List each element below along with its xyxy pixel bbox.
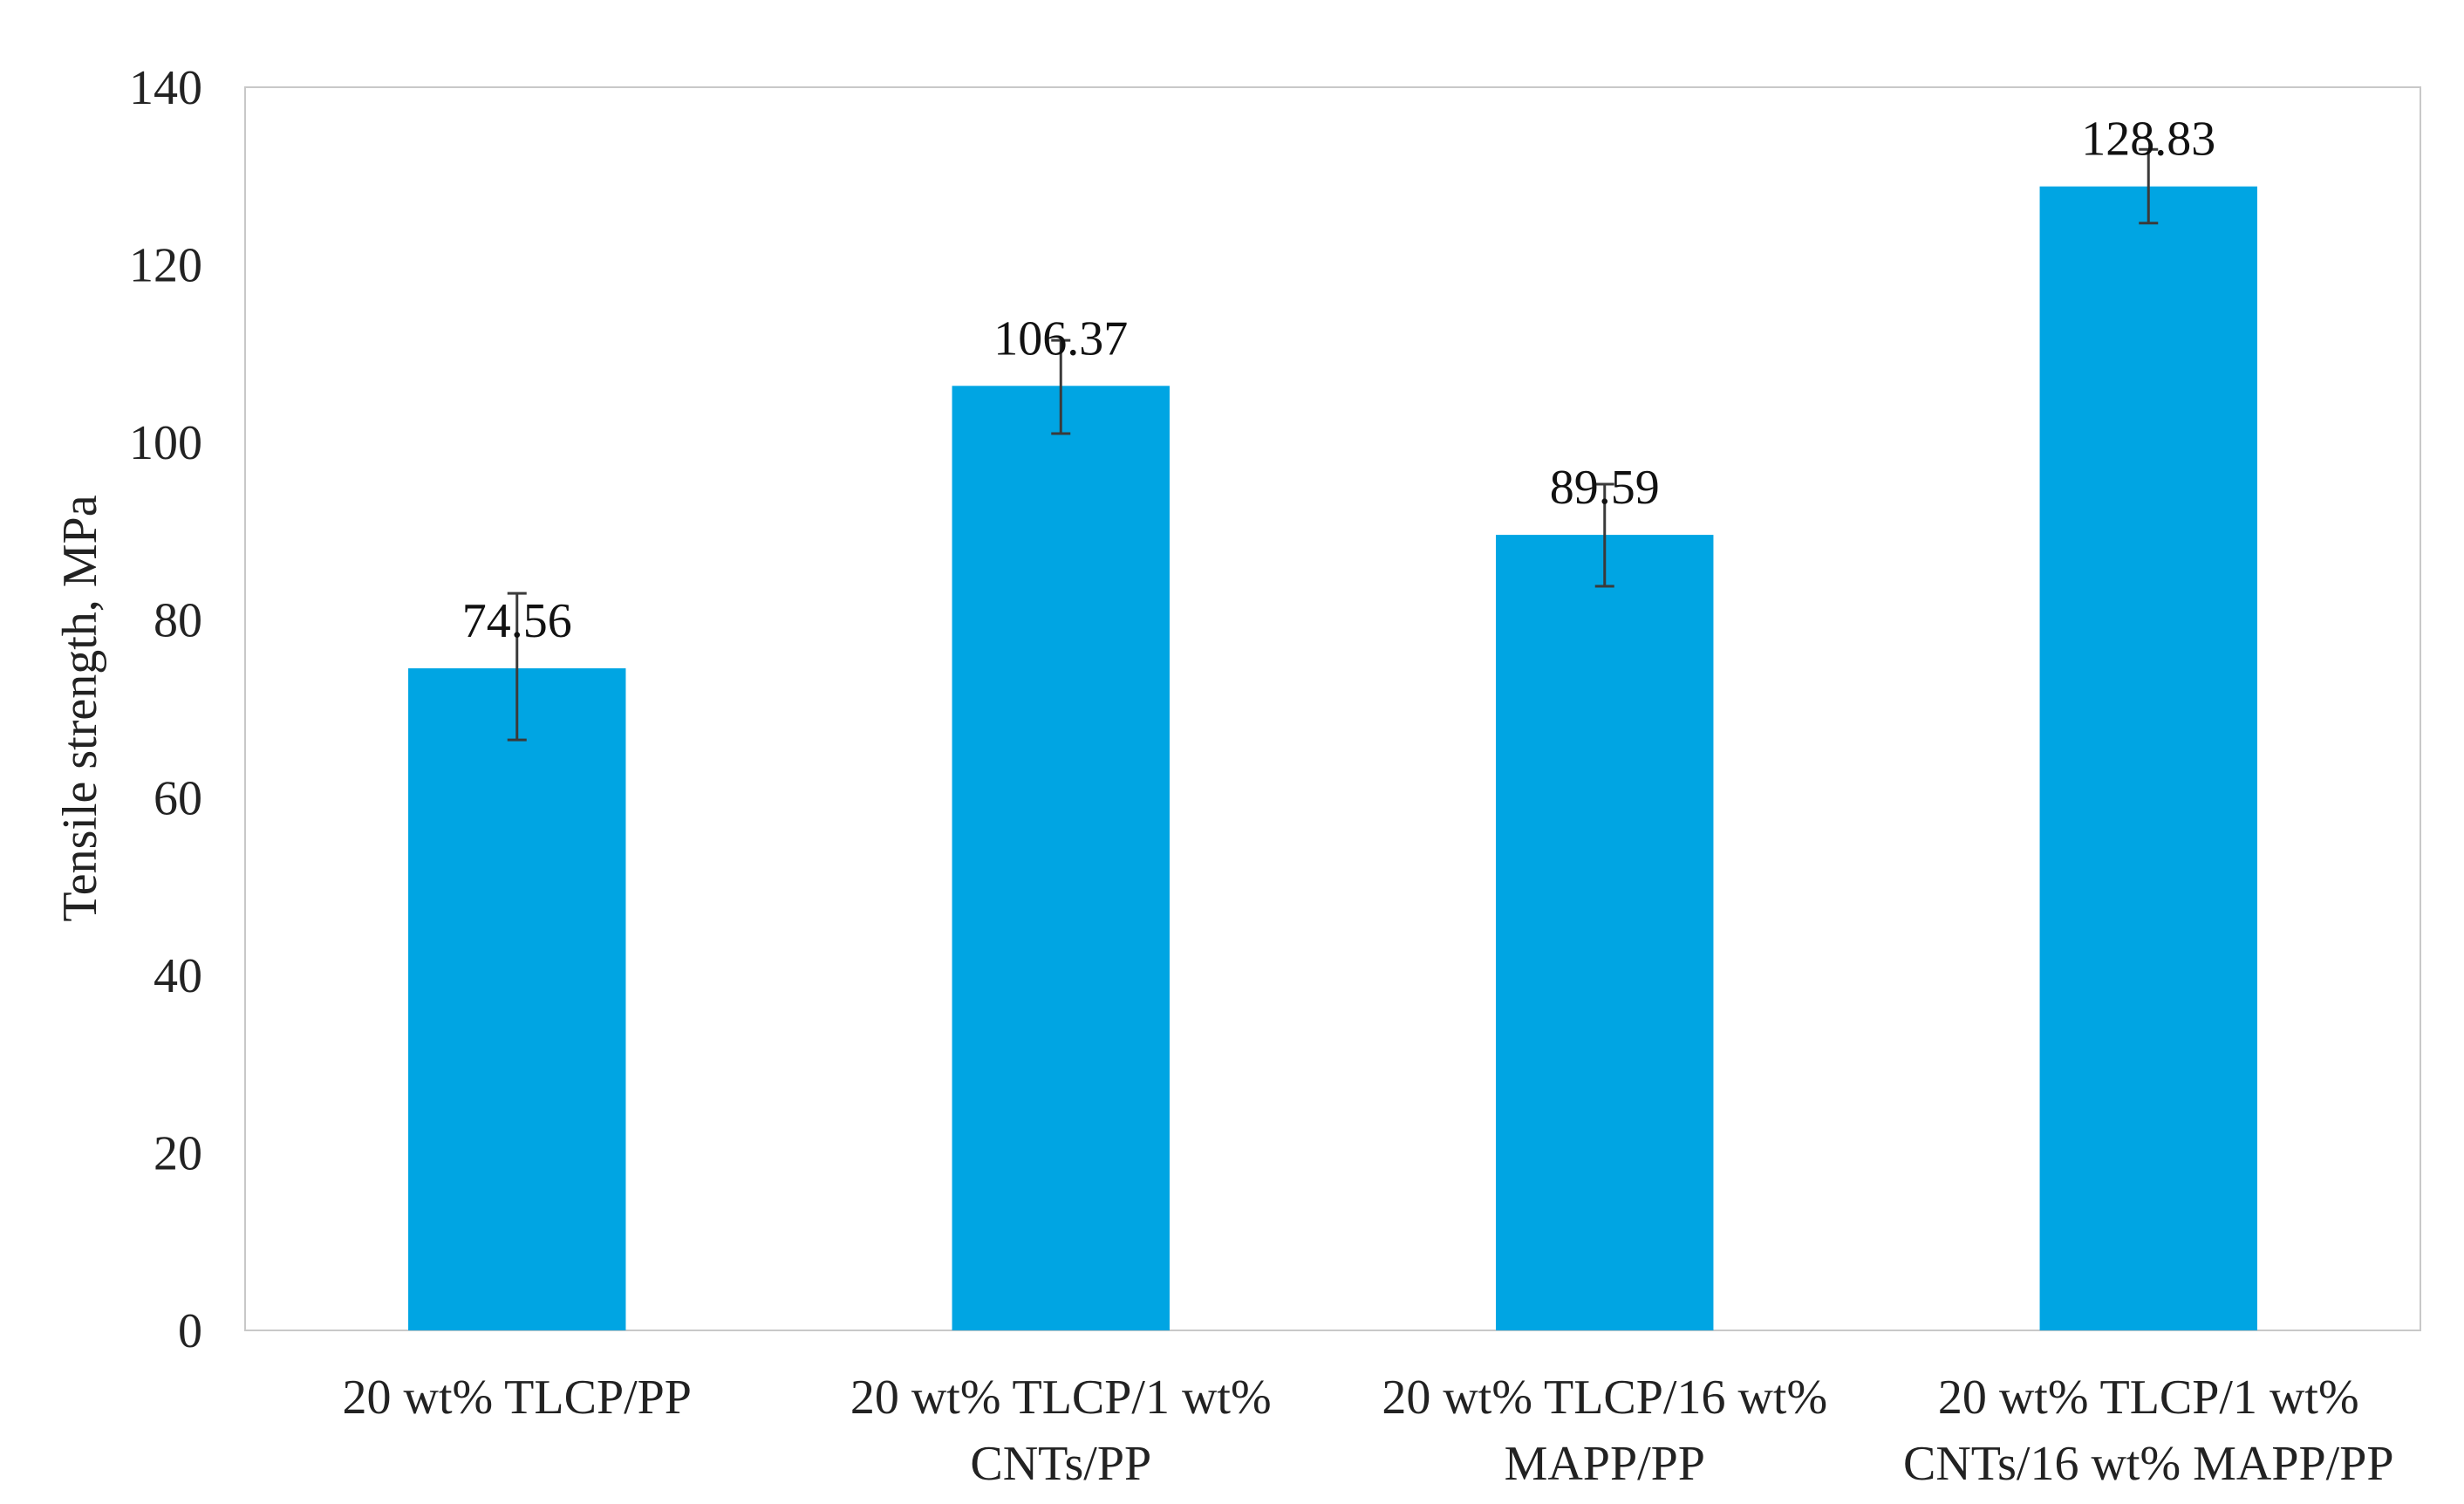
- x-axis-category-labels: 20 wt% TLCP/PP 20 wt% TLCP/1 wt% CNTs/PP20…: [343, 1371, 2394, 1491]
- bar: [1496, 535, 1714, 1330]
- y-tick-label: 60: [154, 771, 202, 825]
- y-axis-title: Tensile strength, MPa: [53, 495, 107, 921]
- x-category-label: 20 wt% TLCP/1 wt% CNTs/16 wt% MAPP/PP: [1903, 1371, 2393, 1491]
- x-category-label: 20 wt% TLCP/PP: [343, 1371, 692, 1425]
- error-bar: [1594, 482, 1614, 588]
- x-category-label: 20 wt% TLCP/16 wt% MAPP/PP: [1382, 1371, 1827, 1491]
- bar: [408, 668, 626, 1330]
- y-tick-label: 20: [154, 1126, 202, 1180]
- x-category-label-line: 20 wt% TLCP/1 wt%: [1938, 1371, 2359, 1425]
- plot-area-frame: [244, 86, 2421, 1331]
- y-tick-label: 120: [129, 239, 202, 293]
- x-category-label-line: 20 wt% TLCP/PP: [343, 1371, 692, 1425]
- error-bar: [2139, 147, 2159, 225]
- y-tick-label: 40: [154, 949, 202, 1003]
- x-category-label-line: MAPP/PP: [1505, 1437, 1705, 1491]
- error-bar: [507, 591, 527, 742]
- y-tick-label: 80: [154, 594, 202, 648]
- bar: [2039, 186, 2257, 1331]
- data-label: 106.37: [993, 311, 1128, 366]
- data-label: 74.56: [462, 594, 572, 648]
- x-category-label-line: 20 wt% TLCP/1 wt%: [850, 1371, 1272, 1425]
- x-category-label-line: 20 wt% TLCP/16 wt%: [1382, 1371, 1827, 1425]
- y-tick-label: 100: [129, 416, 202, 470]
- bars: [408, 186, 2257, 1331]
- error-bar: [1051, 338, 1071, 435]
- y-tick-label: 140: [129, 61, 202, 115]
- x-category-label: 20 wt% TLCP/1 wt% CNTs/PP: [850, 1371, 1272, 1491]
- error-bars: [507, 147, 2159, 742]
- y-tick-label: 0: [178, 1304, 202, 1358]
- bar: [952, 386, 1170, 1330]
- x-category-label-line: CNTs/16 wt% MAPP/PP: [1903, 1437, 2393, 1491]
- data-label: 89.59: [1550, 461, 1660, 515]
- y-axis-ticks: 0 20 40 60 80 100 120 140: [129, 61, 202, 1358]
- data-labels: 74.56 106.37 89.59 128.83: [462, 113, 2216, 648]
- x-category-label-line: CNTs/PP: [970, 1437, 1151, 1491]
- data-label: 128.83: [2081, 113, 2215, 167]
